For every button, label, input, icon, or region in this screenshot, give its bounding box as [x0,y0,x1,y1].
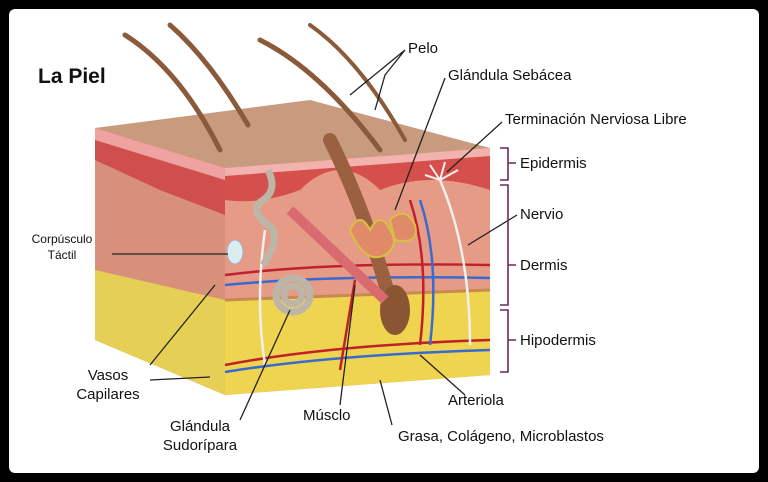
label: Arteriola [448,392,505,409]
label: Epidermis [520,155,587,172]
muscle [286,206,389,304]
label: Glándula [170,418,231,435]
label: Capilares [76,386,139,403]
label: Dermis [520,257,568,274]
leader-lines [112,49,518,426]
label: Táctil [48,248,77,262]
sebaceous-gland [348,212,417,259]
layer-brackets [500,147,516,373]
label: Sudorípara [163,437,238,454]
label: Vasos [88,367,129,384]
sweat-gland [253,168,314,316]
tactile-corpuscle [226,239,244,265]
label: Músclo [303,407,351,424]
label: Pelo [408,40,438,57]
label: Hipodermis [520,332,596,349]
label: Corpúsculo [32,232,93,246]
label: Nervio [520,206,563,223]
nerve-ending [424,161,459,181]
title: La Piel [38,65,106,88]
label: Grasa, Colágeno, Microblastos [398,428,604,445]
follicle [380,285,410,335]
label: Terminación Nerviosa Libre [505,111,687,128]
label: Glándula Sebácea [448,67,572,84]
